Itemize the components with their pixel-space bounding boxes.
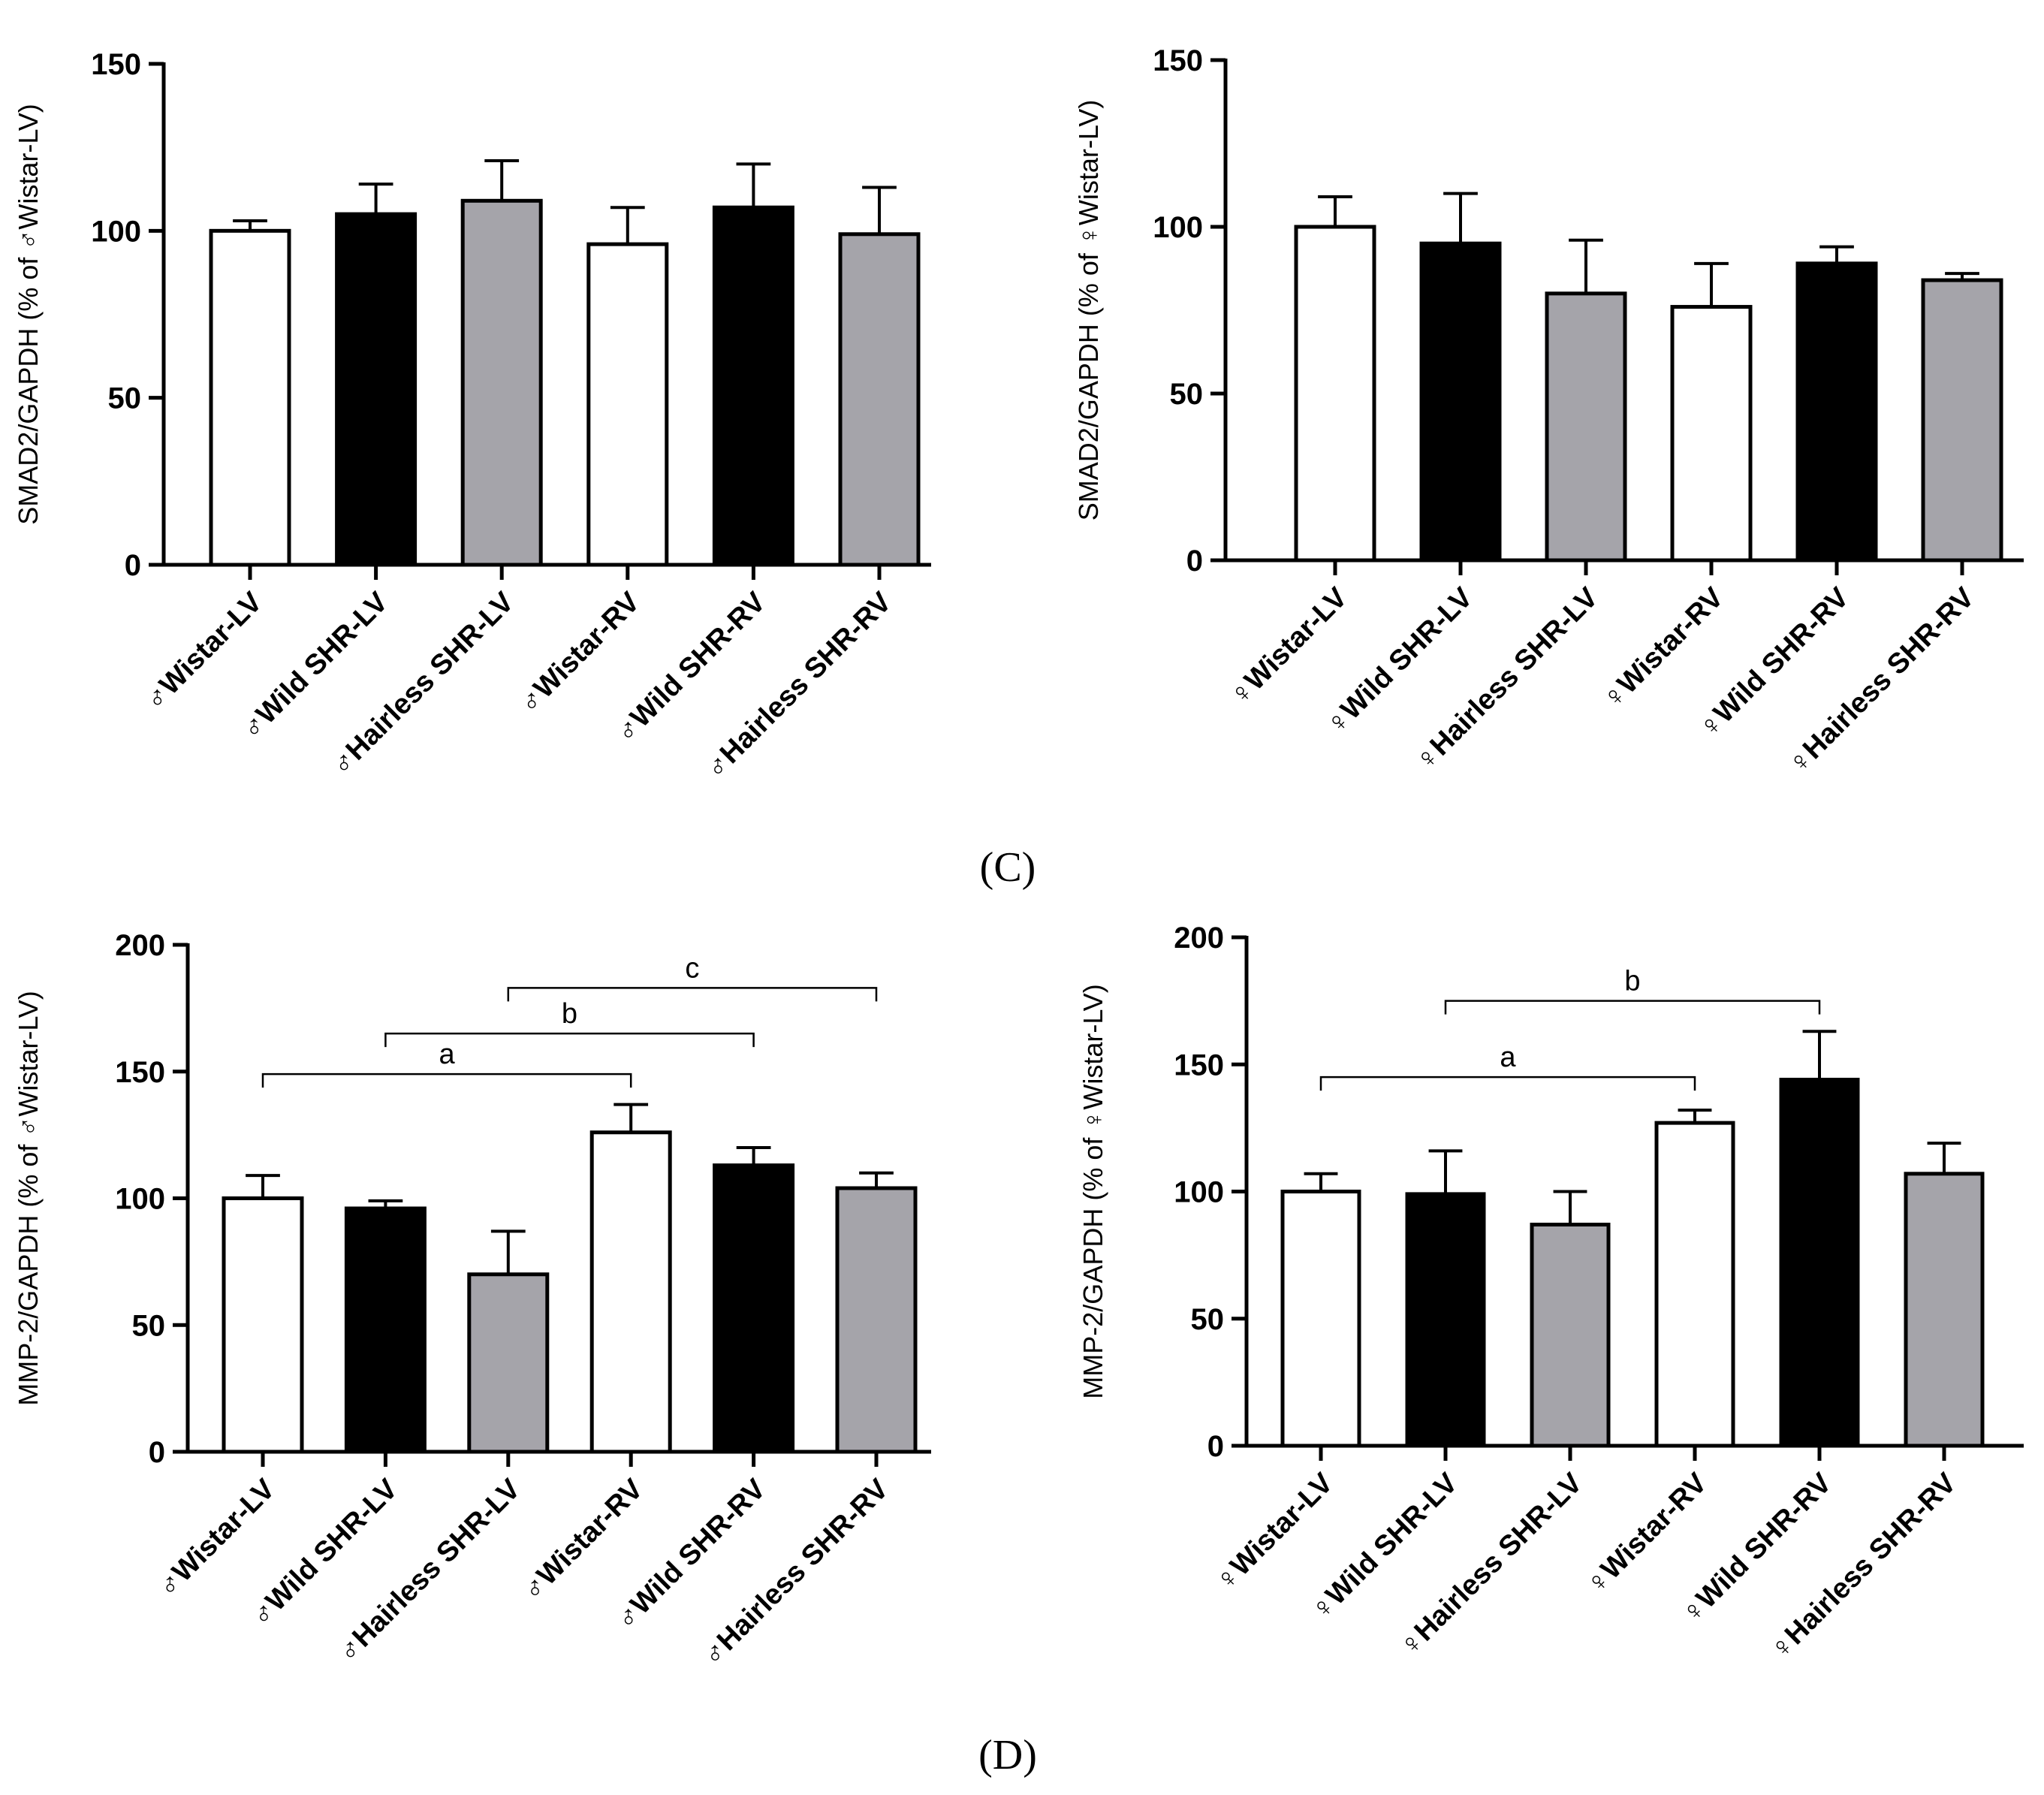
x-category-label: ♀Wistar-RV	[1596, 581, 1730, 715]
y-axis-title: SMAD2/GAPDH (% of ♀Wistar-LV)	[1073, 100, 1104, 520]
bar	[1795, 261, 1878, 563]
chart-mmp2-female: MMP-2/GAPDH (% of ♀Wistar-LV) 0 50 100 150 20…	[1078, 922, 2024, 1666]
error-bar	[484, 158, 520, 201]
y-tick-label: 200	[115, 929, 165, 962]
error-bar	[368, 1199, 403, 1208]
bar	[467, 1272, 550, 1454]
bar	[344, 1206, 427, 1454]
significance-label: b	[1624, 966, 1640, 997]
error-bar	[233, 219, 267, 231]
y-tick-label: 150	[1174, 1048, 1224, 1082]
error-bar	[1304, 1172, 1338, 1192]
bar	[1779, 1078, 1860, 1448]
bar	[713, 1163, 795, 1454]
x-category-label: ♂Wistar-RV	[516, 1473, 650, 1606]
panel-label-c: (C)	[980, 844, 1036, 891]
error-bar	[736, 162, 771, 208]
y-tick-label: 0	[149, 1436, 165, 1469]
y-tick-label: 0	[125, 549, 141, 582]
y-tick-label: 100	[115, 1183, 165, 1216]
significance-bracket	[1444, 1000, 1821, 1015]
error-bar	[246, 1174, 280, 1199]
x-category-label: ♂Wistar-LV	[151, 1473, 281, 1603]
bar	[835, 1186, 918, 1454]
significance-label: a	[439, 1039, 456, 1070]
chart-mmp2-male: MMP-2/GAPDH (% of ♂Wistar-LV) 0 50 100 150 20…	[13, 929, 931, 1672]
y-tick-label: 50	[1170, 378, 1204, 411]
bar	[209, 228, 291, 567]
chart-smad2-female: SMAD2/GAPDH (% of ♀Wistar-LV) 0 50 100 150 ♀W…	[1073, 44, 2024, 780]
significance-bracket	[1319, 1075, 1696, 1091]
chart-smad2-male: SMAD2/GAPDH (% of ♂Wistar-LV) 0 50 100 150 ♂W…	[13, 48, 931, 785]
significance-label: b	[562, 998, 577, 1030]
significance-bracket	[384, 1032, 755, 1048]
bar	[1904, 1172, 1985, 1448]
bar	[1419, 241, 1502, 563]
x-category-label: ♀Wistar-LV	[1209, 1467, 1339, 1597]
error-bar	[1819, 245, 1854, 264]
x-category-label: ♂Wistar-LV	[138, 586, 268, 716]
bar	[1670, 305, 1753, 563]
y-axis-title: MMP-2/GAPDH (% of ♂Wistar-LV)	[13, 991, 44, 1405]
error-bar	[1945, 272, 1979, 281]
y-tick-label: 50	[132, 1309, 166, 1342]
error-bar	[859, 1171, 894, 1188]
error-bar	[1927, 1142, 1961, 1174]
significance-label: a	[1500, 1042, 1516, 1073]
x-category-label: ♀Wistar-LV	[1223, 581, 1353, 711]
error-bar	[1443, 192, 1478, 244]
y-tick-label: 100	[1174, 1176, 1224, 1209]
y-tick-label: 150	[91, 48, 141, 81]
y-tick-label: 0	[1207, 1430, 1224, 1463]
bar	[1654, 1121, 1735, 1448]
error-bar	[1694, 261, 1729, 307]
bar	[1921, 278, 2003, 563]
y-tick-label: 50	[1191, 1303, 1225, 1336]
y-tick-label: 100	[1153, 211, 1203, 244]
bar	[712, 205, 794, 567]
error-bar	[490, 1229, 526, 1275]
error-bar	[1678, 1109, 1712, 1124]
x-category-label: ♂Wistar-RV	[513, 586, 647, 720]
error-bar	[1802, 1030, 1837, 1080]
bar	[1294, 225, 1376, 563]
bar	[460, 198, 543, 567]
significance-bracket	[261, 1072, 632, 1088]
error-bar	[1553, 1190, 1587, 1225]
error-bar	[358, 183, 393, 215]
y-tick-label: 0	[1186, 545, 1203, 578]
bar	[589, 1130, 672, 1454]
error-bar	[862, 186, 897, 234]
y-axis-title: MMP-2/GAPDH (% of ♀Wistar-LV)	[1078, 984, 1108, 1398]
error-bar	[1569, 238, 1603, 294]
significance-label: c	[685, 952, 699, 984]
y-tick-label: 150	[1153, 44, 1203, 77]
significance-bracket	[507, 987, 878, 1002]
y-axis-title: SMAD2/GAPDH (% of ♂Wistar-LV)	[13, 104, 44, 524]
error-bar	[1318, 195, 1352, 227]
bar	[222, 1196, 304, 1454]
error-bar	[736, 1146, 771, 1166]
y-tick-label: 50	[108, 382, 142, 415]
y-tick-label: 100	[91, 215, 141, 248]
error-bar	[614, 1103, 649, 1133]
error-bar	[1428, 1149, 1463, 1194]
y-tick-label: 150	[115, 1056, 165, 1089]
bar	[1405, 1192, 1486, 1448]
bar	[335, 212, 418, 567]
x-category-label: ♀Wistar-RV	[1580, 1467, 1714, 1600]
bar	[586, 242, 669, 567]
bar	[1280, 1190, 1361, 1448]
bar	[838, 232, 921, 567]
y-tick-label: 200	[1174, 922, 1224, 955]
panel-label-d: (D)	[978, 1732, 1037, 1778]
error-bar	[610, 206, 645, 245]
bar	[1530, 1223, 1611, 1448]
bar	[1545, 291, 1627, 563]
